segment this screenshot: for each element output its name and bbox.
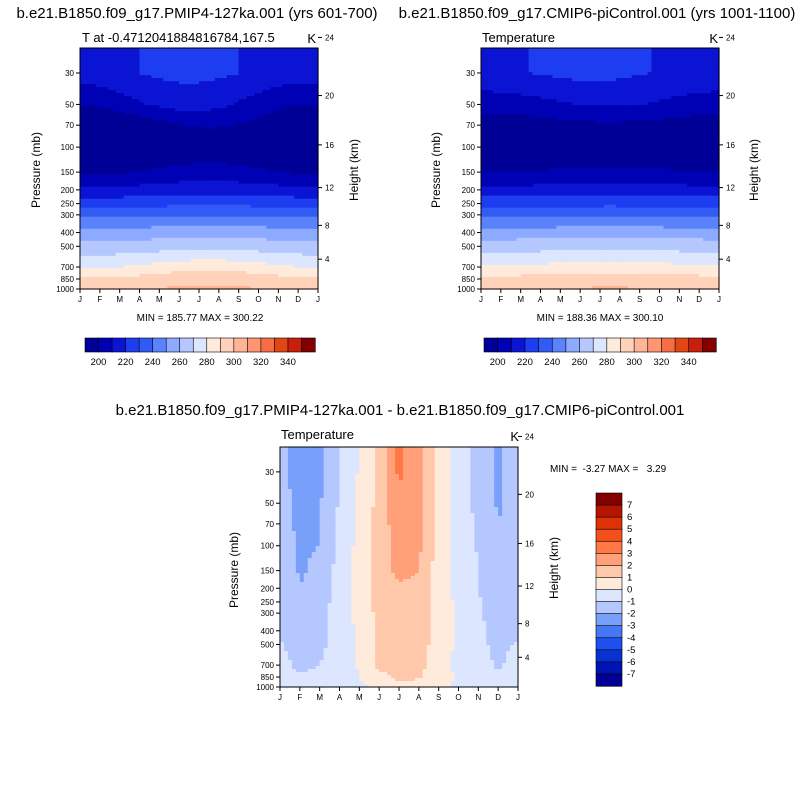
colorbar-box	[247, 338, 261, 352]
colorbar-box	[288, 338, 302, 352]
min-max-stats: MIN = 185.77 MAX = 300.22	[137, 313, 264, 324]
colorbar-box	[193, 338, 207, 352]
panel-left-label: T at -0.4712041884816784,167.5	[82, 30, 275, 45]
x-tick-label: F	[97, 295, 102, 304]
contour-plot	[80, 48, 319, 290]
y2-tick-label: 8	[325, 221, 330, 230]
y-tick-label: 150	[61, 168, 75, 177]
panel-left-label: Temperature	[482, 30, 555, 45]
panel-title: b.e21.B1850.f09_g17.CMIP6-piControl.001 …	[399, 5, 796, 22]
panel-units-label: K	[307, 31, 316, 46]
colorbar-box	[99, 338, 113, 352]
x-tick-label: J	[177, 295, 181, 304]
y2-axis-label: Height (km)	[347, 139, 361, 201]
y-tick-label: 30	[65, 69, 74, 78]
colorbar-box	[166, 338, 180, 352]
x-tick-label: O	[255, 295, 261, 304]
colorbar-box	[301, 338, 315, 352]
y-tick-label: 200	[61, 186, 75, 195]
colorbar-label: 280	[199, 357, 215, 368]
x-tick-label: N	[275, 295, 281, 304]
y-tick-label: 250	[61, 200, 75, 209]
panel-title: b.e21.B1850.f09_g17.PMIP4-127ka.001 (yrs…	[16, 5, 377, 22]
x-tick-label: J	[78, 295, 82, 304]
colorbar-box	[207, 338, 221, 352]
colorbar-label: 260	[172, 357, 188, 368]
colorbar-label: 300	[226, 357, 242, 368]
y2-tick-label: 4	[325, 255, 330, 264]
colorbar-box	[85, 338, 99, 352]
y-tick-label: 70	[65, 121, 74, 130]
colorbar-box	[112, 338, 126, 352]
y-tick-label: 300	[61, 211, 75, 220]
y2-tick-label: 20	[325, 92, 334, 101]
x-tick-label: J	[197, 295, 201, 304]
colorbar-box	[234, 338, 248, 352]
x-tick-label: M	[116, 295, 123, 304]
x-tick-label: J	[316, 295, 320, 304]
colorbar-box	[220, 338, 234, 352]
x-tick-label: D	[295, 295, 301, 304]
colorbar-box	[126, 338, 140, 352]
panel-units-label: K	[709, 31, 718, 46]
colorbar-label: 340	[280, 357, 296, 368]
contour-plot	[481, 48, 720, 290]
colorbar-label: 220	[118, 357, 134, 368]
colorbar: 200 220 240 260 280 300 320 340	[85, 338, 315, 368]
panel-pmip4: b.e21.B1850.f09_g17.PMIP4-127ka.001 (yrs…	[16, 5, 377, 368]
colorbar-box	[153, 338, 167, 352]
x-tick-label: S	[236, 295, 241, 304]
y-tick-label: 850	[61, 275, 75, 284]
y2-tick-label: 16	[325, 141, 334, 150]
y-tick-label: 700	[61, 263, 75, 272]
colorbar-label: 320	[253, 357, 269, 368]
y-tick-label: 50	[65, 100, 74, 109]
x-tick-label: A	[137, 295, 143, 304]
colorbar-label: 200	[91, 357, 107, 368]
x-tick-label: M	[156, 295, 163, 304]
y-tick-label: 400	[61, 229, 75, 238]
y-axis-label: Pressure (mb)	[29, 132, 43, 208]
x-tick-label: A	[216, 295, 222, 304]
y-tick-label: 500	[61, 242, 75, 251]
y-tick-label: 100	[61, 143, 75, 152]
colorbar-box	[180, 338, 194, 352]
panel-picontrol: b.e21.B1850.f09_g17.CMIP6-piControl.001 …	[399, 5, 796, 368]
colorbar-label: 240	[145, 357, 161, 368]
y2-tick-label: 24	[325, 33, 334, 42]
y-tick-label: 1000	[56, 285, 74, 294]
y2-tick-label: 12	[325, 184, 334, 193]
colorbar-box	[261, 338, 275, 352]
colorbar-box	[274, 338, 288, 352]
colorbar-box	[139, 338, 153, 352]
